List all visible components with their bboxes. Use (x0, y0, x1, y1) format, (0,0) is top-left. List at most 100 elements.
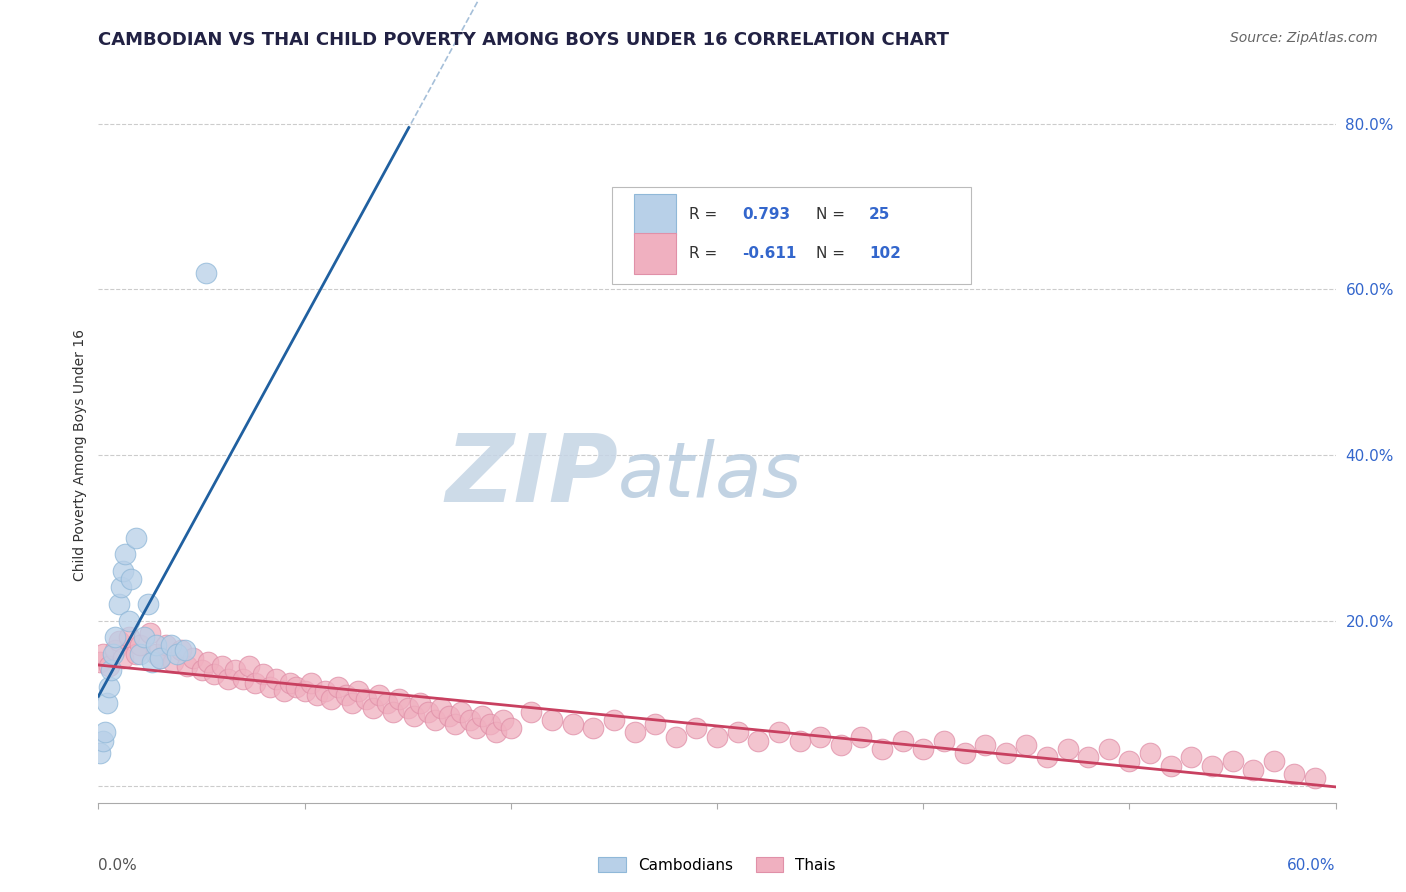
Point (136, 597, 159, 611)
Point (141, 655, 163, 669)
FancyBboxPatch shape (634, 233, 676, 274)
Point (97, 659, 120, 673)
Point (891, 733, 914, 747)
Point (124, 647, 146, 661)
Point (238, 659, 260, 673)
Text: Source: ZipAtlas.com: Source: ZipAtlas.com (1230, 31, 1378, 45)
Point (437, 708, 460, 723)
Point (278, 675, 301, 690)
Point (217, 672, 239, 686)
Point (326, 680, 349, 694)
Point (623, 725, 645, 739)
Point (97, 680, 120, 694)
Point (541, 713, 564, 727)
Point (499, 721, 522, 735)
Text: R =: R = (689, 245, 721, 260)
FancyBboxPatch shape (634, 194, 676, 235)
Point (561, 717, 583, 731)
Point (1303, 771, 1326, 785)
Point (429, 700, 451, 714)
Point (139, 626, 162, 640)
Point (340, 697, 363, 711)
Text: ZIP: ZIP (446, 430, 619, 522)
Point (176, 659, 198, 673)
Point (108, 634, 131, 648)
Point (388, 692, 411, 706)
Point (1160, 758, 1182, 772)
Point (273, 684, 295, 698)
Point (96, 697, 118, 711)
Point (375, 697, 398, 711)
Point (808, 730, 831, 744)
Point (114, 547, 136, 561)
Point (356, 692, 378, 706)
Point (252, 667, 274, 681)
Point (912, 742, 935, 756)
Point (118, 614, 141, 628)
Point (1056, 742, 1078, 756)
Point (450, 705, 472, 719)
Point (396, 700, 419, 714)
Point (120, 572, 142, 586)
Point (224, 663, 246, 677)
Point (444, 717, 467, 731)
Point (112, 564, 135, 578)
Point (706, 730, 728, 744)
Point (479, 717, 502, 731)
Point (110, 581, 132, 595)
Point (830, 738, 852, 752)
Point (93, 725, 115, 739)
Point (1077, 750, 1099, 764)
Point (361, 700, 384, 714)
Point (132, 630, 155, 644)
Point (145, 647, 167, 661)
Point (162, 655, 184, 669)
Point (128, 647, 150, 661)
Y-axis label: Child Poverty Among Boys Under 16: Child Poverty Among Boys Under 16 (73, 329, 87, 581)
Point (181, 651, 204, 665)
Point (145, 639, 167, 653)
Point (685, 721, 707, 735)
Point (89, 655, 111, 669)
Point (128, 639, 150, 653)
Point (108, 597, 131, 611)
Point (170, 642, 193, 657)
Point (166, 647, 188, 661)
Text: -0.611: -0.611 (742, 245, 796, 260)
Point (423, 713, 446, 727)
Text: N =: N = (815, 207, 849, 222)
Point (768, 725, 790, 739)
Point (418, 705, 440, 719)
Point (285, 680, 308, 694)
Point (118, 630, 141, 644)
Point (112, 651, 135, 665)
Point (159, 639, 181, 653)
Point (1263, 755, 1285, 769)
Point (382, 705, 405, 719)
Point (294, 684, 316, 698)
Point (314, 684, 336, 698)
Point (644, 717, 666, 731)
Point (104, 630, 127, 644)
Legend: Cambodians, Thais: Cambodians, Thais (592, 850, 842, 879)
Point (190, 663, 212, 677)
Point (747, 733, 769, 747)
Point (491, 713, 513, 727)
Point (402, 708, 425, 723)
Point (1241, 763, 1264, 777)
Point (101, 647, 124, 661)
Point (1222, 755, 1244, 769)
Point (1015, 738, 1038, 752)
Point (264, 672, 287, 686)
Text: 25: 25 (869, 207, 890, 222)
Point (409, 697, 432, 711)
Point (197, 655, 219, 669)
Point (243, 675, 266, 690)
Text: CAMBODIAN VS THAI CHILD POVERTY AMONG BOYS UNDER 16 CORRELATION CHART: CAMBODIAN VS THAI CHILD POVERTY AMONG BO… (98, 31, 949, 49)
Point (974, 738, 997, 752)
Text: atlas: atlas (619, 439, 803, 513)
Point (471, 708, 494, 723)
Point (1118, 755, 1140, 769)
Point (259, 680, 281, 694)
Point (155, 639, 177, 653)
